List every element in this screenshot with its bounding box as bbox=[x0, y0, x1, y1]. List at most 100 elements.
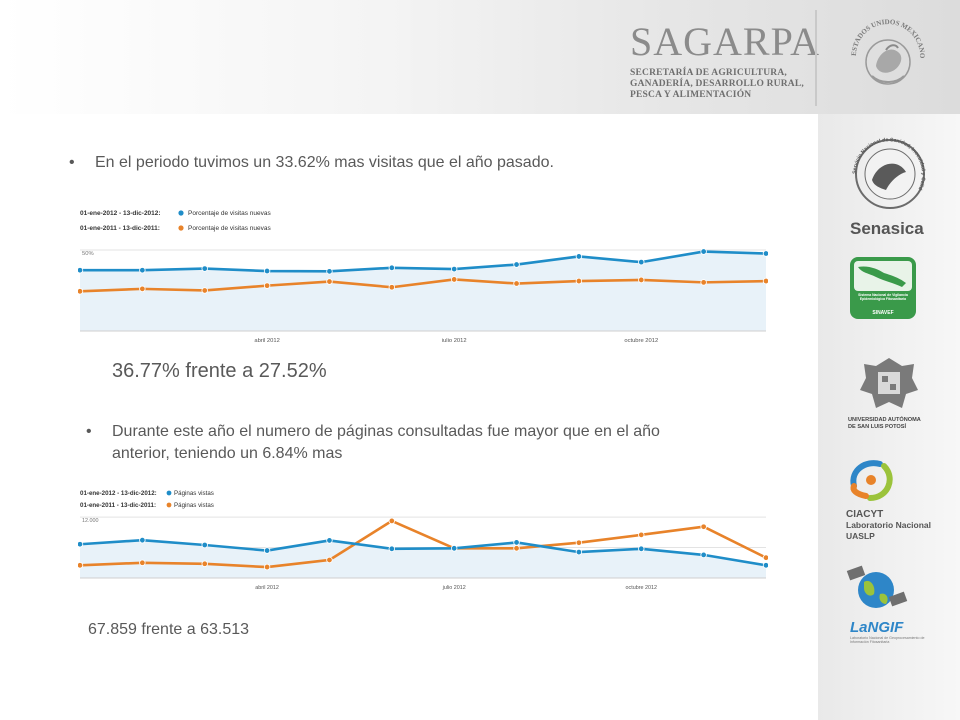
ciacyt-label-line: UASLP bbox=[846, 531, 875, 541]
data-point-2011 bbox=[388, 284, 396, 291]
legend-period-2011: 01-ene-2011 - 13-dic-2011: bbox=[80, 225, 160, 232]
data-point-2012 bbox=[450, 545, 458, 552]
data-point-2011 bbox=[78, 562, 84, 569]
data-point-2011 bbox=[513, 280, 520, 287]
senasica-emblem-icon: Servicio Nacional de Sanidad, Inocuidad … bbox=[844, 128, 926, 209]
legend-metric-2012: Páginas vistas bbox=[174, 490, 214, 497]
data-point-2011 bbox=[762, 277, 768, 285]
bullet-dot: • bbox=[86, 423, 92, 440]
legend-period-2011: 01-ene-2011 - 13-dic-2011: bbox=[80, 502, 156, 509]
pageviews-comparison: 67.859 frente a 63.513 bbox=[88, 621, 250, 638]
data-point-2011 bbox=[638, 276, 645, 284]
data-point-2011 bbox=[700, 279, 707, 286]
sinavef-label: SINAVEF bbox=[872, 310, 894, 316]
y-tick-label: 50% bbox=[82, 251, 94, 257]
x-tick-label: abril 2012 bbox=[255, 585, 279, 591]
data-point-2012 bbox=[638, 545, 645, 553]
langif-logo: LaNGIF Laboratorio Nacional de Geoproces… bbox=[846, 564, 956, 674]
data-point-2012 bbox=[513, 261, 520, 268]
series-line-2011 bbox=[79, 519, 767, 569]
legend-marker-2012 bbox=[178, 210, 184, 216]
data-point-2012 bbox=[201, 541, 208, 549]
data-point-2011 bbox=[638, 531, 645, 539]
series-line-2011 bbox=[79, 278, 767, 293]
series-line-2012 bbox=[79, 538, 767, 567]
data-point-2012 bbox=[575, 548, 583, 556]
ciacyt-label-line: Laboratorio Nacional bbox=[846, 520, 932, 530]
legend-period-2012: 01-ene-2012 - 13-dic-2012: bbox=[80, 490, 157, 497]
data-point-2011 bbox=[513, 545, 520, 552]
header-divider bbox=[815, 10, 817, 106]
y-tick-label: 12.000 bbox=[82, 518, 99, 524]
ciacyt-label-line: CIACYT bbox=[846, 509, 884, 520]
data-point-2011 bbox=[263, 282, 271, 289]
langif-label: LaNGIF bbox=[850, 619, 904, 636]
langif-subtitle: Laboratorio Nacional de Geoprocesamiento… bbox=[850, 636, 925, 645]
sinavef-map-icon bbox=[854, 261, 912, 291]
ciacyt-label: CIACYT Laboratorio Nacional UASLP bbox=[846, 509, 956, 542]
bullet-dot: • bbox=[69, 154, 75, 171]
bullet-pageviews-line: anterior, teniendo un 6.84% mas bbox=[112, 445, 343, 462]
data-point-2011 bbox=[139, 559, 146, 566]
x-tick-label: octubre 2012 bbox=[626, 585, 657, 591]
uaslp-shield-icon bbox=[860, 358, 918, 408]
pageviews-chart: 01-ene-2012 - 13-dic-2012: Páginas vista… bbox=[78, 485, 768, 597]
data-point-2012 bbox=[139, 536, 146, 544]
data-point-2012 bbox=[263, 547, 271, 554]
brand-subtitle: SECRETARÍA DE AGRICULTURA, GANADERÍA, DE… bbox=[630, 68, 810, 101]
data-point-2012 bbox=[700, 551, 707, 559]
partner-logo-column: Servicio Nacional de Sanidad, Inocuidad … bbox=[818, 114, 960, 720]
bullet-pageviews-line: Durante este año el numero de páginas co… bbox=[112, 423, 660, 440]
data-point-2012 bbox=[326, 537, 333, 544]
data-point-2012 bbox=[78, 267, 84, 274]
senasica-logo: Servicio Nacional de Sanidad, Inocuidad … bbox=[844, 128, 936, 242]
series-line-2012 bbox=[80, 250, 767, 273]
brand-sub-line: PESCA Y ALIMENTACIÓN bbox=[630, 90, 752, 100]
legend-marker-2011 bbox=[166, 502, 172, 508]
data-point-2012 bbox=[78, 541, 84, 548]
data-point-2011 bbox=[326, 278, 333, 285]
data-point-2012 bbox=[450, 265, 458, 273]
visits-comparison: 36.77% frente a 27.52% bbox=[112, 360, 327, 382]
legend-marker-2012 bbox=[166, 490, 172, 496]
x-tick-label: abril 2012 bbox=[254, 338, 279, 342]
data-point-2011 bbox=[575, 539, 583, 546]
legend-period-2012: 01-ene-2012 - 13-dic-2012: bbox=[80, 210, 161, 217]
x-tick-label: julio 2012 bbox=[442, 585, 466, 591]
header-band: SAGARPA SECRETARÍA DE AGRICULTURA, GANAD… bbox=[0, 0, 960, 114]
data-point-2012 bbox=[201, 265, 208, 272]
brand-sub-line: SECRETARÍA DE AGRICULTURA, bbox=[630, 68, 787, 78]
bullet-visits: • En el periodo tuvimos un 33.62% mas vi… bbox=[69, 152, 795, 174]
x-tick-label: julio 2012 bbox=[441, 338, 467, 342]
uaslp-label-line: DE SAN LUIS POTOSÍ bbox=[848, 424, 907, 430]
data-point-2011 bbox=[762, 554, 768, 561]
data-point-2012 bbox=[388, 545, 396, 553]
bullet-pageviews: • Durante este año el numero de páginas … bbox=[86, 421, 792, 465]
data-point-2011 bbox=[201, 287, 208, 294]
data-point-2012 bbox=[762, 250, 768, 257]
data-point-2012 bbox=[388, 264, 396, 271]
data-point-2012 bbox=[139, 267, 146, 274]
data-point-2012 bbox=[326, 268, 333, 275]
brand-sub-line: GANADERÍA, DESARROLLO RURAL, bbox=[630, 79, 804, 89]
data-point-2011 bbox=[388, 517, 396, 525]
data-point-2011 bbox=[139, 285, 146, 293]
data-point-2011 bbox=[700, 523, 707, 530]
legend-metric-2011: Páginas vistas bbox=[174, 502, 214, 509]
sagarpa-logo: SAGARPA SECRETARÍA DE AGRICULTURA, GANAD… bbox=[630, 22, 819, 101]
sinavef-subtitle: Sistema Nacional de Vigilancia Epidemiol… bbox=[858, 293, 908, 301]
chart-legend: 01-ene-2012 - 13-dic-2012: Páginas vista… bbox=[80, 490, 214, 509]
data-point-2012 bbox=[263, 267, 271, 275]
uaslp-label: UNIVERSIDAD AUTÓNOMA DE SAN LUIS POTOSÍ bbox=[848, 417, 948, 431]
sinavef-logo: Sistema Nacional de Vigilancia Epidemiol… bbox=[850, 257, 916, 319]
data-point-2011 bbox=[575, 277, 583, 285]
data-point-2011 bbox=[201, 560, 208, 567]
data-point-2012 bbox=[513, 539, 520, 546]
data-point-2012 bbox=[700, 248, 707, 255]
data-point-2011 bbox=[263, 563, 271, 571]
ciacyt-logo: CIACYT Laboratorio Nacional UASLP bbox=[846, 456, 956, 556]
data-point-2012 bbox=[762, 562, 768, 569]
